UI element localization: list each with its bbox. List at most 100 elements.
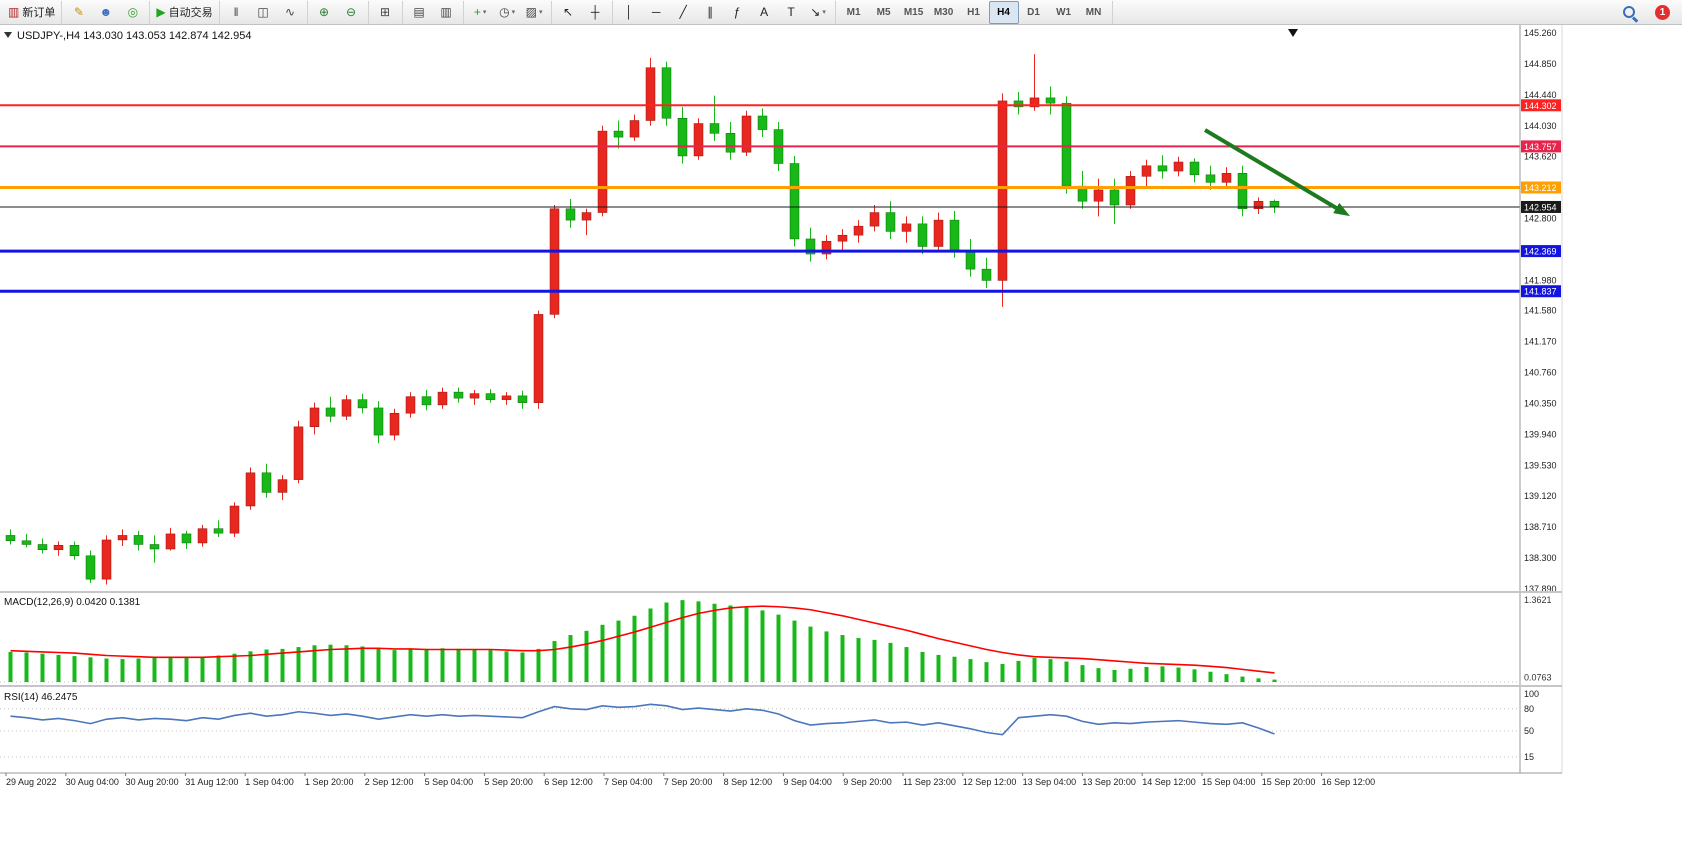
trendline-button[interactable]: ╱	[670, 1, 697, 24]
text-button[interactable]: A	[751, 1, 778, 24]
candle	[1157, 165, 1168, 172]
toolbar-group: ‖ ◫ ∿	[220, 0, 308, 24]
zoom-out-button[interactable]: ⊖	[338, 1, 365, 24]
rsi-line	[10, 703, 1275, 736]
text-label-button[interactable]: T	[778, 1, 805, 24]
candle	[517, 395, 528, 403]
candle	[181, 533, 192, 544]
candle	[885, 212, 896, 232]
timeframe-m15-button[interactable]: M15	[903, 6, 924, 18]
cascade-windows-button[interactable]: ▥	[433, 1, 460, 24]
time-axis[interactable]	[0, 773, 1562, 789]
fibonacci-icon: ƒ	[733, 5, 741, 19]
price-axis[interactable]	[1520, 25, 1562, 773]
metaeditor-button[interactable]: ✎	[65, 1, 92, 24]
connection-button[interactable]: ◎	[119, 1, 146, 24]
candle	[149, 544, 160, 550]
timeframe-h1-button[interactable]: H1	[967, 6, 980, 18]
time-axis-label: 31 Aug 12:00	[185, 777, 238, 787]
chart-canvas[interactable]: 144.302 143.757 143.212 142.954 142.369 141.8…	[0, 25, 1682, 790]
chart-plot-area[interactable]	[0, 25, 1520, 591]
candle	[965, 250, 976, 270]
timeframe-d1-button[interactable]: D1	[1027, 6, 1040, 18]
candlestick-chart-button[interactable]: ◫	[250, 1, 277, 24]
candle	[805, 238, 816, 255]
price-tag-label: 141.837	[1524, 287, 1557, 297]
chart-shift-marker-icon[interactable]	[1288, 29, 1298, 37]
timeframe-m5-button[interactable]: M5	[876, 6, 891, 18]
community-icon: ☻	[99, 5, 113, 19]
text-icon: A	[760, 5, 769, 19]
toolbar-group: ⊕ ⊖	[308, 0, 369, 24]
candle	[917, 223, 928, 247]
arrange-windows-button[interactable]: ▤	[406, 1, 433, 24]
bar-chart-button[interactable]: ‖	[223, 1, 250, 24]
timeframe-w1-button[interactable]: W1	[1056, 6, 1072, 18]
notification-badge[interactable]: 1	[1655, 4, 1670, 20]
candle	[757, 115, 768, 130]
price-axis-label: 138.300	[1524, 553, 1557, 563]
candle	[1253, 200, 1264, 210]
tile-windows-button[interactable]: ⊞	[372, 1, 399, 24]
trend-arrow[interactable]	[1203, 128, 1340, 211]
fibonacci-button[interactable]: ƒ	[724, 1, 751, 24]
zoom-in-icon: ⊕	[319, 5, 330, 19]
price-axis-label: 140.760	[1524, 367, 1557, 377]
templates-button[interactable]: ▨ ▾	[521, 1, 548, 24]
candle	[485, 393, 496, 400]
autotrading-button[interactable]: ▶ 自动交易	[153, 1, 215, 24]
zoom-in-button[interactable]: ⊕	[311, 1, 338, 24]
candle	[565, 208, 576, 221]
search-icon	[1621, 4, 1638, 21]
periods-icon: ◷	[499, 5, 510, 19]
chevron-down-icon: ▾	[511, 9, 516, 16]
new-order-icon: ▥	[8, 5, 20, 19]
candle	[1093, 189, 1104, 202]
panel-divider[interactable]	[0, 591, 1562, 593]
panel-divider[interactable]	[0, 685, 1562, 687]
price-tag-142.954	[1521, 200, 1561, 213]
price-axis-label: 143.620	[1524, 152, 1557, 162]
macd-label: MACD(12,26,9) 0.0420 0.1381	[4, 597, 141, 608]
macd-axis-label: 0.0763	[1524, 672, 1552, 682]
time-axis-label: 6 Sep 12:00	[544, 777, 593, 787]
timeframe-m1-button[interactable]: M1	[846, 6, 861, 18]
candle	[981, 268, 992, 281]
search-button[interactable]	[1616, 1, 1643, 24]
new-order-button[interactable]: ▥ 新订单	[5, 1, 58, 24]
cursor-button[interactable]: ↖	[555, 1, 582, 24]
candle	[5, 535, 16, 541]
zoom-out-icon: ⊖	[346, 5, 357, 19]
channel-button[interactable]: ∥	[697, 1, 724, 24]
time-axis-label: 13 Sep 20:00	[1082, 777, 1136, 787]
time-axis-label: 2 Sep 12:00	[365, 777, 414, 787]
time-axis-label: 16 Sep 12:00	[1322, 777, 1376, 787]
candle	[501, 395, 512, 400]
price-axis-label: 139.940	[1524, 429, 1557, 439]
candle	[69, 544, 80, 557]
rsi-axis-label: 15	[1524, 752, 1534, 762]
indicators-button[interactable]: + ▾	[467, 1, 494, 24]
vertical-line-icon: │	[625, 5, 633, 19]
candle	[117, 535, 128, 541]
candle	[1029, 97, 1040, 108]
timeframe-h4-button[interactable]: H4	[988, 0, 1019, 24]
candle	[277, 479, 288, 493]
vertical-line-button[interactable]: │	[616, 1, 643, 24]
community-button[interactable]: ☻	[92, 1, 119, 24]
candle	[389, 412, 400, 436]
horizontal-line-button[interactable]: ─	[643, 1, 670, 24]
toolbar-group: ✎ ☻ ◎	[62, 0, 151, 24]
candle	[309, 407, 320, 428]
price-axis-label: 141.580	[1524, 306, 1557, 316]
timeframe-m30-button[interactable]: M30	[933, 6, 954, 18]
line-chart-button[interactable]: ∿	[277, 1, 304, 24]
candle	[101, 539, 112, 580]
timeframe-mn-button[interactable]: MN	[1085, 6, 1102, 18]
rsi-label: RSI(14) 46.2475	[4, 692, 78, 703]
arrows-button[interactable]: ↘ ▾	[805, 1, 832, 24]
crosshair-button[interactable]: ┼	[582, 1, 609, 24]
periods-button[interactable]: ◷ ▾	[494, 1, 521, 24]
time-axis-label: 5 Sep 20:00	[484, 777, 533, 787]
candle	[421, 396, 432, 406]
